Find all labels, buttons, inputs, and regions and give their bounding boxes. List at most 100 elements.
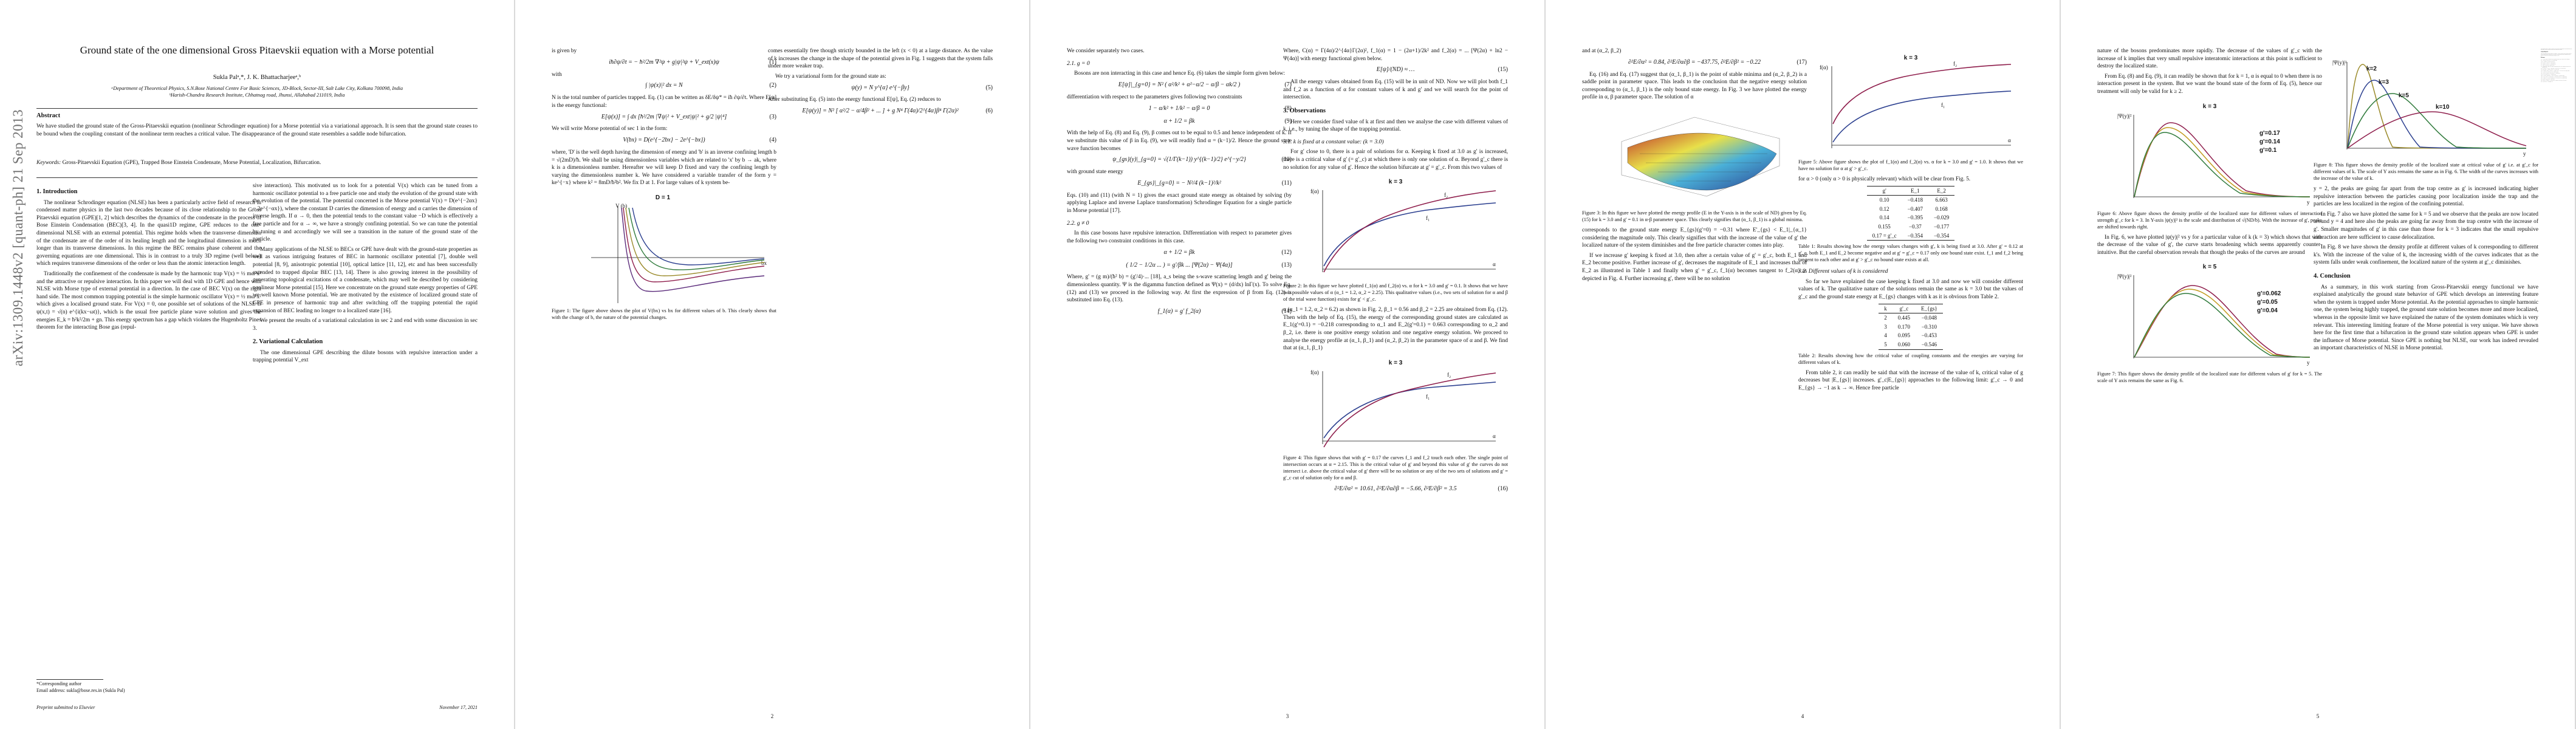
paragraph: As a summary, in this work starting from… [2314,284,2538,352]
page2-left-column: is given by iħ∂ψ/∂t = − ħ²/2m ∇²ψ + g|ψ|… [552,47,776,324]
abstract-text: We have studied the ground state of the … [36,122,478,137]
section-heading: 1. Introduction [36,188,78,195]
equation-body: ∫ |ψ(x)|² dx = N [645,82,683,89]
y-axis-label: f(α) [1820,64,1828,70]
paragraph: In this case bosons have repulsive inter… [1067,230,1292,244]
f-alpha-plot-k3-critical: k = 3 f(α) α f₁ f₂ [1310,360,1496,448]
equation-body: f_1(α) = g' f_2(α) [1157,307,1201,315]
legend-entry: g'=0.17 [2259,130,2280,137]
figure-6: k = 3 |Ψ(y)|² y g'=0.17 g'=0.14 g'=0.1 F… [2097,100,2322,230]
keywords-text: Gross-Pitaevskii Equation (GPE), Trapped… [62,160,321,166]
figure-title: D = 1 [656,194,671,201]
figure-2: k = 3 f(α) α f₁ f₂ Figure 2: In this fig… [1283,175,1508,303]
figure-6-caption: Figure 6: Above figure shows the density… [2097,210,2322,230]
curve-label-f1: f₁ [1426,394,1430,400]
page5-left-column: nature of the bosons predominates more r… [2097,47,2322,388]
paragraph: In Fig. 6, we have plotted |ψ(y)|² vs y … [2097,234,2322,256]
curve-g004 [2134,293,2311,358]
equation: α + 1/2 = βk (12) [1163,248,1292,256]
table-1-caption: Table 1: Results showing how the energy … [1798,244,2023,263]
paragraph: The one dimensional GPE describing the d… [253,349,478,364]
equation-body: E[ψ]/(ND) ≈ … [1376,66,1415,74]
f-alpha-plot-k3-g01: k = 3 f(α) α f₁ f₂ [1310,179,1496,273]
paragraph: Eq. (16) and Eq. (17) suggest that (α_1,… [1582,71,1807,101]
paragraph: N is the total number of particles trapp… [552,95,776,109]
equation-body: α + 1/2 = βk [1163,117,1195,125]
x-axis-label: y [2307,199,2310,205]
equation-body: ∂²E/∂α² = 10.61, ∂²E/∂α∂β = −5.66, ∂²E/∂… [1334,485,1457,492]
equation: E[ψ(x)] = ∫ dx [ħ²/2m |∇ψ|² + V_ext|ψ|² … [601,113,776,120]
paragraph: with [552,71,562,78]
table-header-cell: E_1 [1902,185,1928,196]
figure-3: Figure 3: In this figure we have plotted… [1582,105,1807,223]
table-row: 5 0.060 −0.546 [1879,340,1943,350]
x-axis-label: y [2307,360,2310,366]
figure-title: k = 3 [2203,103,2217,110]
y-axis-label: |Ψ(y)|² [2332,60,2347,66]
f-alpha-plot-k3-g1: k = 3 f(α) α f₁ f₂ [1820,55,2012,148]
surface-mesh [1640,153,1767,182]
reference-item: [5] L. Salasnich et al Phys. Rev. A 65 (… [2541,63,2556,64]
curve-label-f2: f₂ [1444,192,1448,198]
paragraph: Eqs. (10) and (11) (with N = 1) gives th… [1067,192,1292,214]
table-cell: 0.170 [1897,323,1911,330]
reference-item: [4] K. B. Davis et al. Phys Rev Lett 75 … [2541,62,2556,63]
equation: α + 1/2 = βk (9) [1163,117,1292,125]
table-cell: −0.029 [1933,214,1950,221]
figure-8: |Ψ(y)|² y k=2 k=3 k=5 k=10 Figure 8: Thi… [2314,51,2538,182]
table-cell: 0.12 [1879,205,1889,212]
paragraph: In Fig. 7 also we have plotted the same … [2314,211,2538,241]
equation-body: V(bx) = D(e^{−2bx} − 2e^{−bx}) [623,137,705,144]
paragraph: In Fig. 8 we have shown the density prof… [2314,244,2538,266]
equation: ( 1/2 − 1/2α ... ) = g'/βk ... [Ψ(2α) − … [1126,261,1292,269]
section-heading: 4. Conclusion [2314,272,2351,279]
table-header-cell: g' [1866,185,1902,196]
table-row: 3 0.170 −0.310 [1879,323,1942,332]
density-plot-k5: k = 5 |Ψ(y)|² y g'=0.062 g'=0.05 g'=0.04 [2117,264,2311,366]
affiliation-b: ᵇHarish-Chandra Research Institute, Chha… [169,92,345,98]
table-1: g' E_1 E_2 0.10 −0.418 6.663 0.12 −0.407 0.1… [1866,185,1955,241]
density-plot-critical: |Ψ(y)|² y k=2 k=3 k=5 k=10 [2332,60,2527,157]
equation: ψ(y) = N y^{α} e^{−βy} (5) [851,84,993,91]
x-axis-label: y [2523,151,2526,157]
table-row: 2 0.445 −0.048 [1879,313,1942,323]
reference-item: [13] Ch.-S. Pryce and Phys. Rev. A 67 (2… [2541,74,2556,75]
curve-k5 [2347,93,2527,149]
table-cell: 0.168 [1935,205,1948,212]
section-heading: Acknowledgements [2541,51,2549,52]
paragraph: We will write Morse potential of sec 1 i… [552,126,668,132]
table-cell: −0.395 [1907,214,1923,221]
curve-g017 [2134,122,2311,197]
paragraph: From table 2, it can readily be said tha… [1798,369,2023,391]
curve-b5 [632,207,765,265]
curve-g0062 [2134,285,2311,358]
equation-body: ( 1/2 − 1/2α ... ) = g'/βk ... [Ψ(2α) − … [1126,261,1233,269]
equation-body: E[ψ]|_{g=0} = N² ( α²/k² + α²−α/2 − α/β … [1118,81,1241,88]
figure-2-caption: Figure 2: In this figure we have plotted… [1283,283,1508,303]
table-cell: −0.354 [1928,231,1955,241]
paragraph: differentiation with respect to the para… [1067,94,1242,100]
legend-entry: g'=0.14 [2259,139,2280,145]
curve-label: k=10 [2436,104,2450,111]
equation-body: 1 − α/k² + 1/k² − α/β = 0 [1148,104,1210,112]
table-cell: −0.546 [1916,340,1943,350]
table-cell: −0.407 [1907,205,1923,212]
reference-item: [15] V. M. Pérez-García, V. V. Konotop, … [2541,76,2567,77]
table-row: 0.17 = g'_c −0.354 −0.354 [1866,231,1955,241]
subsection-heading: 3.2. Different values of k is considered [1798,268,1888,275]
paragraph: All the energy values obtained from Eq. … [1283,79,1508,101]
figure-3-caption: Figure 3: In this figure we have plotted… [1582,210,1807,222]
page4-left-column: and at (α_2, β_2) ∂²E/∂α² = 0.84, ∂²E/∂α… [1582,47,1807,285]
footnote: *Corresponding author Email address: suk… [36,679,261,694]
footnote-email: Email address: sukla@bose.res.in (Sukla … [36,687,125,693]
y-axis-label: f(α) [1310,369,1319,375]
paragraph: y = 2, the peaks are going far apart fro… [2314,186,2538,208]
affiliation-a: ᵃDepartment of Theoretical Physics, S.N.… [111,86,403,91]
table-row: 0.155 −0.37 −0.177 [1867,222,1955,231]
equation: f_1(α) = g' f_2(α) (14) [1157,307,1292,315]
table-cell: −0.310 [1921,323,1937,330]
paragraph: Traditionally the confinement of the con… [36,270,261,331]
curve-label: k=5 [2399,92,2409,99]
energy-surface [1627,132,1777,191]
reference-item: [17] R. Yang, D. Chen Phys Lett A 256 (1… [2541,78,2555,80]
